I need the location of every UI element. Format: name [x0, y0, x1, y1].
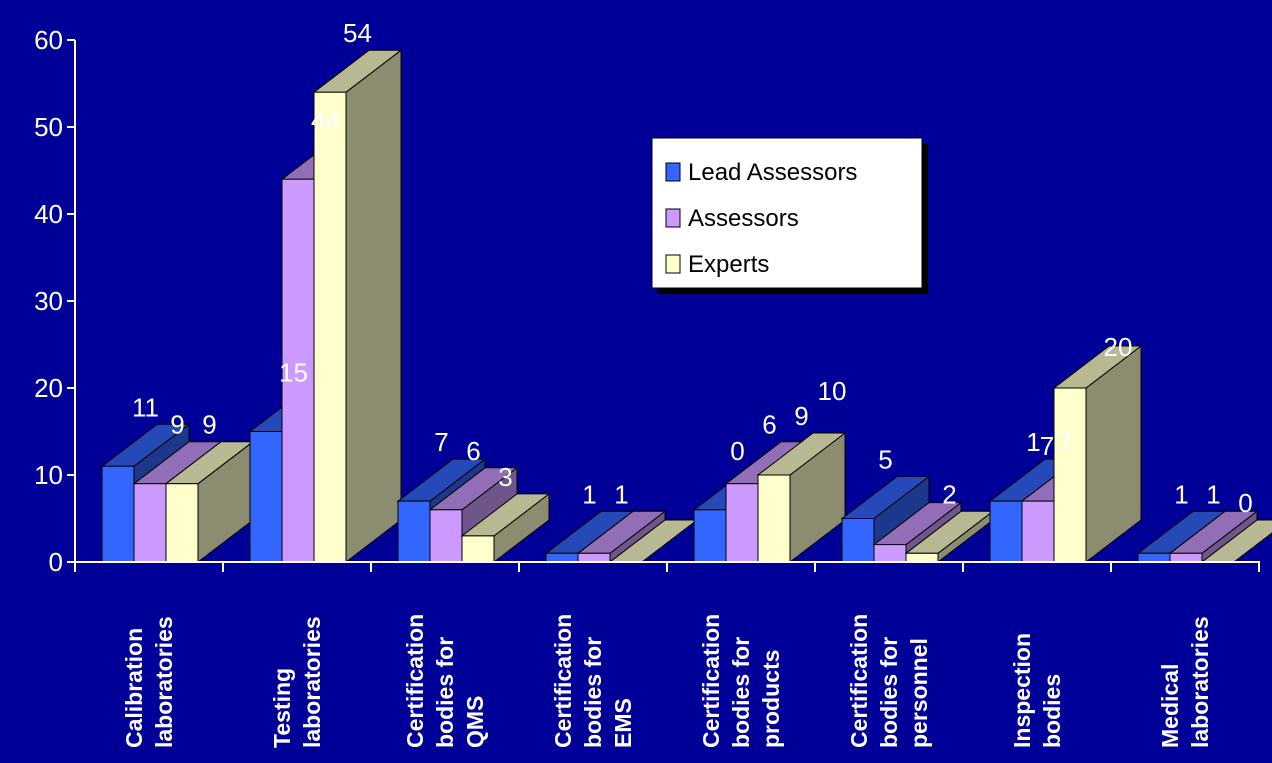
bar-front-face	[249, 431, 283, 563]
data-label: 0	[1238, 488, 1252, 518]
bar-front-face	[165, 483, 199, 563]
category-label: bodies	[1039, 674, 1065, 748]
category-label: QMS	[462, 696, 488, 748]
bar-front-face	[461, 535, 495, 563]
data-label: 1	[582, 479, 596, 509]
bar-front-face	[429, 509, 463, 563]
data-label: 44	[311, 105, 340, 135]
legend: Lead Assessors Assessors Experts	[651, 137, 928, 294]
data-label: 54	[343, 18, 372, 48]
category-label: personnel	[906, 638, 932, 748]
bar-front-face	[989, 500, 1023, 563]
bar-front-face	[841, 518, 875, 563]
bars-layer	[100, 49, 1272, 564]
bar-front-face	[281, 178, 315, 563]
bar-front-face	[313, 91, 347, 563]
bar-front-face	[725, 483, 759, 563]
data-label: 3	[498, 462, 512, 492]
data-label: 9	[794, 401, 808, 431]
category-label: Inspection	[1009, 633, 1035, 748]
y-tick-label: 30	[34, 286, 63, 316]
y-tick-label: 50	[34, 112, 63, 142]
bar-front-face	[873, 544, 907, 563]
legend-swatch-assessors	[665, 208, 681, 228]
bar	[460, 492, 551, 564]
category-label: Testing	[269, 668, 295, 748]
bar-front-face	[101, 465, 135, 563]
y-tick-label: 0	[49, 547, 63, 577]
category-label: Certification	[846, 614, 872, 748]
bar-front-face	[1053, 387, 1087, 563]
bar-front-face	[905, 552, 939, 563]
data-label: 7	[1040, 431, 1054, 461]
legend-label-lead-assessors: Lead Assessors	[688, 159, 857, 186]
bar-front-face	[1021, 500, 1055, 563]
category-label: laboratories	[1187, 616, 1213, 748]
category-label: Medical	[1157, 664, 1183, 748]
legend-swatch-experts	[665, 254, 681, 274]
bar-front-face	[397, 500, 431, 563]
category-label: bodies for	[728, 637, 754, 748]
category-label: bodies for	[876, 637, 902, 748]
legend-box	[651, 137, 923, 289]
bar	[1052, 344, 1143, 564]
category-label: laboratories	[299, 616, 325, 748]
category-label: Certification	[550, 614, 576, 748]
data-label: 9	[170, 410, 184, 440]
category-label: bodies for	[580, 637, 606, 748]
data-label: 0	[730, 436, 744, 466]
bar-front-face	[757, 474, 791, 563]
data-label: 11	[132, 392, 159, 422]
data-label: 9	[202, 410, 216, 440]
category-labels-layer: Calibration laboratories Testing laboratori…	[121, 614, 1213, 748]
y-tick-label: 40	[34, 199, 63, 229]
y-tick-label: 60	[34, 25, 63, 55]
data-label: 1	[614, 479, 628, 509]
category-label: laboratories	[151, 616, 177, 748]
bar	[756, 431, 847, 564]
y-tick-label: 20	[34, 373, 63, 403]
data-label: 6	[762, 410, 776, 440]
bar	[164, 440, 255, 564]
data-label: 20	[1104, 332, 1133, 362]
bar-front-face	[133, 483, 167, 563]
data-label: 7	[1058, 427, 1072, 457]
bar-front-face	[577, 552, 611, 563]
data-label: 5	[878, 445, 892, 475]
category-label: bodies for	[432, 637, 458, 748]
data-label: 7	[434, 427, 448, 457]
data-label: 1	[1174, 479, 1188, 509]
data-label: 1	[1026, 427, 1040, 457]
bar	[312, 49, 403, 564]
data-label: 15	[279, 358, 308, 388]
data-label: 6	[466, 436, 480, 466]
bar-front-face	[1169, 552, 1203, 563]
bar-front-face	[693, 509, 727, 563]
bar	[576, 510, 667, 564]
category-label: products	[758, 650, 784, 748]
legend-label-assessors: Assessors	[688, 205, 799, 232]
legend-label-experts: Experts	[688, 251, 769, 278]
data-label: 2	[942, 479, 956, 509]
category-label: Calibration	[121, 628, 147, 748]
bar-front-face	[1137, 552, 1171, 563]
legend-swatch-lead-assessors	[665, 162, 681, 182]
data-label: 1	[1206, 479, 1220, 509]
category-label: EMS	[610, 698, 636, 748]
bar-front-face	[545, 552, 579, 563]
y-tick-label: 10	[34, 460, 63, 490]
category-label: Certification	[402, 614, 428, 748]
data-label: 10	[818, 376, 847, 406]
bar-side-face	[345, 49, 402, 564]
category-label: Certification	[698, 614, 724, 748]
